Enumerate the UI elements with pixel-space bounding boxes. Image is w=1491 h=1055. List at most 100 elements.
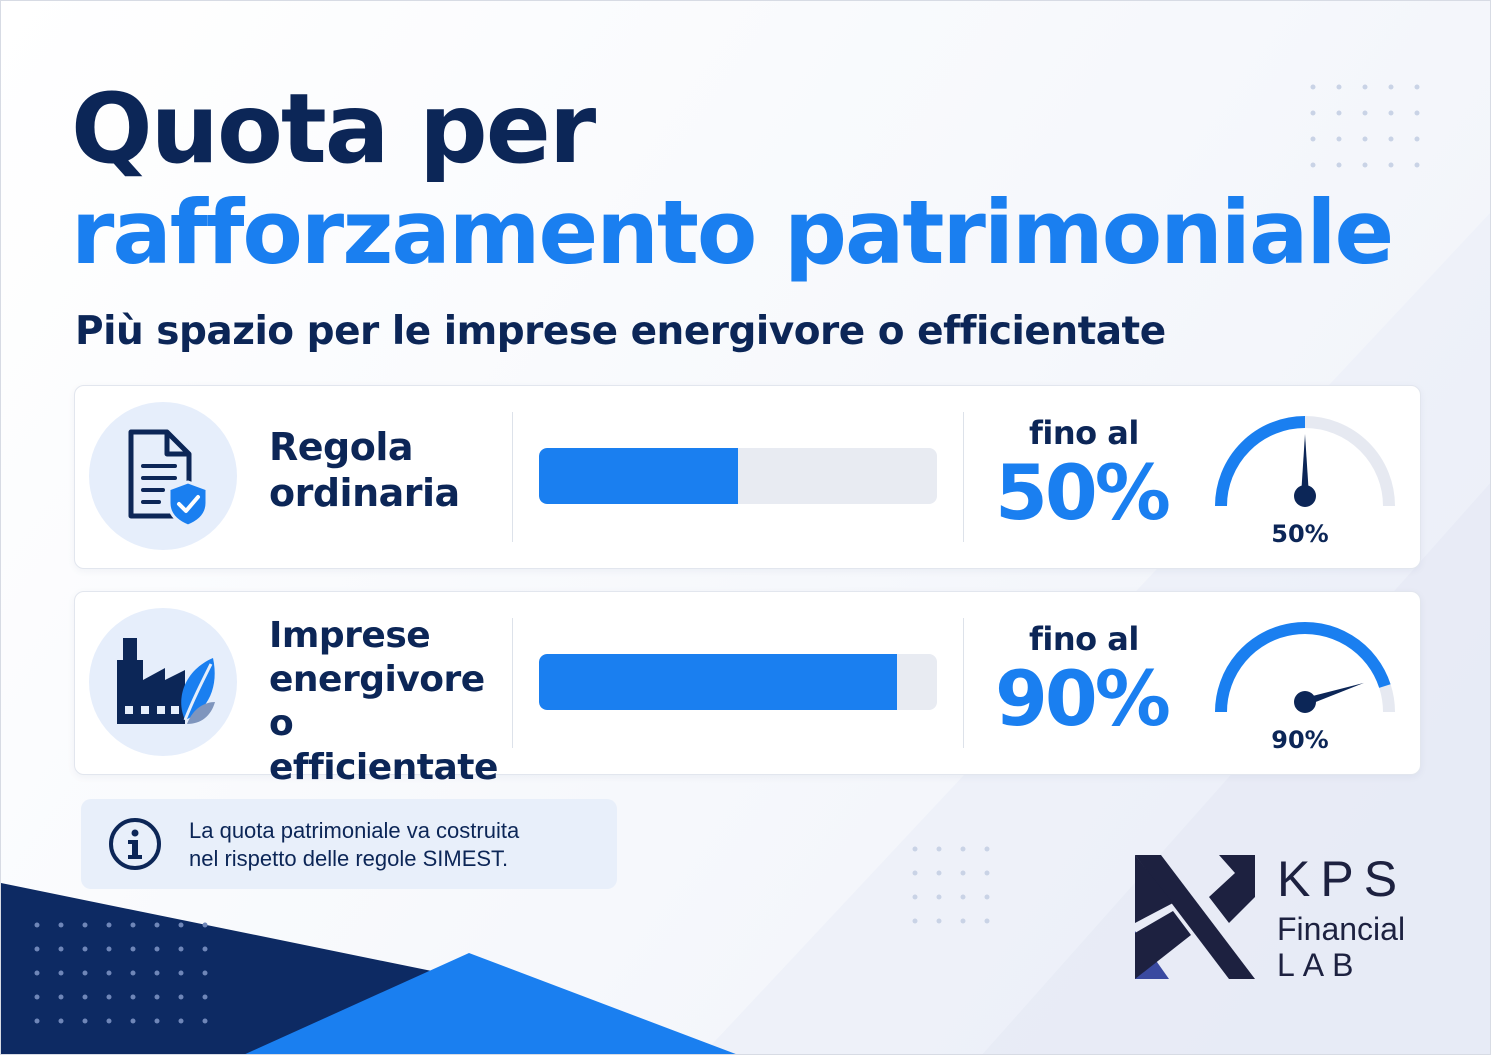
decorative-dot: [130, 946, 136, 952]
row-label: Regola ordinaria: [269, 425, 460, 515]
decorative-dot: [202, 922, 208, 928]
decorative-dot: [178, 946, 184, 952]
decorative-dot: [82, 946, 88, 952]
decorative-dot: [178, 970, 184, 976]
row-label: Imprese energivore o efficientate: [269, 615, 498, 788]
decorative-dot: [58, 994, 64, 1000]
divider: [512, 618, 513, 748]
decorative-dot: [34, 922, 40, 928]
decorative-dot: [130, 1018, 136, 1024]
gauge-icon: [1215, 416, 1395, 507]
decorative-dot: [202, 946, 208, 952]
icon-circle: [89, 608, 237, 756]
decorative-dot: [1336, 110, 1342, 116]
divider: [963, 412, 964, 542]
decorative-dot: [154, 994, 160, 1000]
percent-value: 90%: [995, 654, 1171, 743]
decorative-dot: [960, 894, 966, 900]
decorative-dot: [912, 894, 918, 900]
gauge-label: 50%: [1271, 520, 1329, 548]
divider: [963, 618, 964, 748]
decorative-dot: [154, 922, 160, 928]
note-text-line-2: nel rispetto delle regole SIMEST.: [189, 846, 509, 871]
decorative-dot: [82, 922, 88, 928]
decorative-dot: [58, 970, 64, 976]
row-card-ordinary: Regola ordinaria fino al 50% 50%: [74, 385, 1421, 569]
decorative-dot: [106, 970, 112, 976]
title-line-1: Quota per: [71, 73, 596, 185]
decorative-dot: [960, 918, 966, 924]
decorative-dot: [34, 1018, 40, 1024]
decorative-dot: [1388, 110, 1394, 116]
decorative-dot: [106, 994, 112, 1000]
decorative-dot: [202, 994, 208, 1000]
decorative-dot: [1336, 136, 1342, 142]
gauge-value-arc: [1215, 416, 1306, 507]
info-note: La quota patrimoniale va costruita nel r…: [81, 799, 617, 889]
decorative-dot: [82, 994, 88, 1000]
decorative-dot: [1336, 84, 1342, 90]
decorative-dot: [178, 994, 184, 1000]
document-shield-icon: [128, 429, 209, 528]
decorative-dot: [130, 994, 136, 1000]
decorative-dot: [1414, 136, 1420, 142]
gauge-track: [1304, 416, 1395, 507]
decorative-dot: [1414, 110, 1420, 116]
decorative-dot: [1310, 84, 1316, 90]
gauge-icon: [1215, 622, 1395, 713]
decorative-dot: [34, 946, 40, 952]
decorative-dot: [1362, 110, 1368, 116]
progress-bar-fill: [539, 448, 738, 504]
percent-prefix: fino al: [1029, 414, 1139, 452]
divider: [512, 412, 513, 542]
decorative-dot: [1336, 162, 1342, 168]
decorative-dot: [106, 946, 112, 952]
decorative-dot: [936, 894, 942, 900]
decorative-dot: [202, 1018, 208, 1024]
decorative-dot: [130, 970, 136, 976]
decorative-dot: [1414, 84, 1420, 90]
decorative-dot: [936, 846, 942, 852]
logo-line-1: KPS: [1277, 851, 1408, 907]
factory-leaf-icon: [117, 638, 215, 724]
decorative-dot: [58, 922, 64, 928]
decorative-dot: [34, 970, 40, 976]
decorative-dot: [1362, 84, 1368, 90]
decorative-dot: [960, 846, 966, 852]
percent-prefix: fino al: [1029, 620, 1139, 658]
decorative-dot: [1388, 84, 1394, 90]
decorative-dot: [82, 970, 88, 976]
decorative-dot: [936, 870, 942, 876]
decorative-dot: [1310, 162, 1316, 168]
decorative-dot: [1310, 136, 1316, 142]
decorative-dot: [912, 918, 918, 924]
decorative-dot: [178, 1018, 184, 1024]
gauge-label: 90%: [1271, 726, 1329, 754]
percent-value: 50%: [995, 448, 1171, 537]
note-text: La quota patrimoniale va costruita nel r…: [189, 817, 609, 873]
info-icon: [109, 818, 161, 870]
decorative-dot: [130, 922, 136, 928]
title-line-2: rafforzamento patrimoniale: [71, 181, 1394, 284]
kps-logo-mark: [1135, 855, 1255, 979]
decorative-dot: [984, 870, 990, 876]
decorative-dot: [58, 1018, 64, 1024]
decorative-dot: [202, 970, 208, 976]
progress-bar: [539, 654, 937, 710]
decorative-dot: [154, 1018, 160, 1024]
gauge-hub: [1294, 485, 1316, 507]
decorative-dot: [82, 1018, 88, 1024]
decorative-dot: [106, 922, 112, 928]
progress-bar-fill: [539, 654, 898, 710]
decorative-dot: [960, 870, 966, 876]
subtitle: Più spazio per le imprese energivore o e…: [75, 309, 1166, 354]
decorative-dot: [936, 918, 942, 924]
decorative-dot: [912, 846, 918, 852]
gauge-needle: [1303, 682, 1364, 706]
logo-line-3: LAB: [1277, 947, 1362, 983]
decorative-dot: [1362, 136, 1368, 142]
decorative-dot: [58, 946, 64, 952]
decorative-dot: [106, 1018, 112, 1024]
icon-circle: [89, 402, 237, 550]
